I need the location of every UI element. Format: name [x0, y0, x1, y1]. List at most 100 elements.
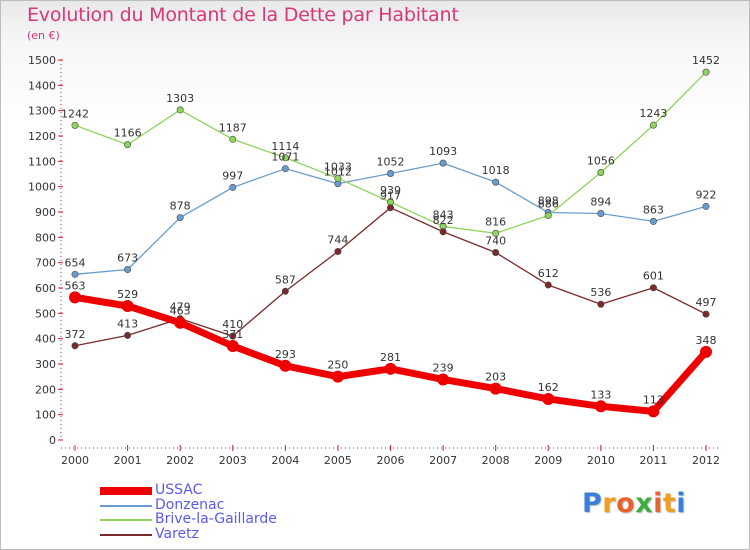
data-label: 293 — [275, 348, 296, 361]
data-label: 863 — [643, 203, 664, 216]
data-point — [702, 310, 710, 318]
data-point — [702, 202, 710, 210]
data-point — [384, 362, 397, 375]
data-point — [647, 405, 660, 418]
data-label: 281 — [380, 351, 401, 364]
data-label: 822 — [433, 214, 454, 227]
data-label: 536 — [590, 286, 611, 299]
y-tick-label: 1400 — [28, 79, 56, 92]
logo-letter: t — [662, 488, 677, 519]
data-point — [281, 287, 289, 295]
data-point — [281, 165, 289, 173]
data-point — [331, 370, 344, 383]
data-point — [597, 300, 605, 308]
data-label: 1187 — [219, 121, 247, 134]
data-point — [386, 204, 394, 212]
data-point — [69, 291, 81, 304]
legend-swatch — [100, 519, 152, 521]
data-label: 1303 — [166, 92, 194, 105]
data-point — [702, 68, 710, 76]
data-label: 1242 — [61, 107, 89, 120]
data-label: 1071 — [271, 151, 299, 164]
legend-label: Brive-la-Gaillarde — [155, 511, 277, 527]
x-tick-label: 2005 — [324, 454, 352, 467]
data-point — [594, 400, 607, 413]
x-tick-label: 2001 — [114, 454, 142, 467]
data-point — [597, 168, 605, 176]
data-point — [334, 248, 342, 256]
data-label: 843 — [433, 208, 454, 221]
data-point — [281, 154, 289, 162]
data-label: 348 — [696, 334, 717, 347]
x-tick-label: 2012 — [692, 454, 720, 467]
data-label: 612 — [538, 267, 559, 280]
x-tick-label: 2002 — [166, 454, 194, 467]
y-tick-label: 100 — [35, 409, 56, 422]
data-label: 1166 — [114, 127, 142, 140]
data-label: 372 — [65, 328, 86, 341]
data-point — [439, 228, 447, 236]
data-label: 162 — [538, 381, 559, 394]
data-point — [700, 345, 712, 358]
data-label: 563 — [65, 279, 86, 292]
legend-swatch — [100, 504, 152, 507]
data-label: 1033 — [324, 160, 352, 173]
y-tick-label: 200 — [35, 383, 56, 396]
data-point — [279, 359, 292, 372]
y-tick-label: 1500 — [28, 54, 56, 67]
data-label: 1056 — [587, 154, 615, 167]
chart-title: Evolution du Montant de la Dette par Hab… — [27, 4, 459, 26]
data-label: 463 — [170, 305, 191, 318]
y-tick-label: 1000 — [28, 181, 56, 194]
logo-letter: P — [582, 488, 603, 519]
data-label: 529 — [117, 288, 138, 301]
data-point — [226, 340, 239, 353]
data-label: 654 — [65, 256, 86, 269]
data-point — [229, 135, 237, 143]
x-tick-label: 2006 — [377, 454, 405, 467]
data-label: 1114 — [271, 140, 299, 153]
x-tick-label: 2009 — [534, 454, 562, 467]
y-tick-label: 0 — [49, 434, 56, 447]
data-point — [124, 266, 132, 274]
legend-swatch — [100, 533, 152, 536]
data-label: 1093 — [429, 145, 457, 158]
data-label: 601 — [643, 270, 664, 283]
data-label: 1012 — [324, 166, 352, 179]
legend-label: Varetz — [155, 525, 199, 542]
data-point — [542, 392, 555, 405]
x-tick-label: 2011 — [639, 454, 667, 467]
y-tick-label: 800 — [35, 231, 56, 244]
data-point — [544, 281, 552, 289]
data-point — [649, 217, 657, 225]
data-point — [437, 373, 450, 386]
data-label: 479 — [170, 301, 191, 314]
y-tick-label: 500 — [35, 307, 56, 320]
data-label: 497 — [696, 296, 717, 309]
legend-label: USSAC — [155, 482, 203, 498]
data-label: 1018 — [482, 164, 510, 177]
data-point — [124, 331, 132, 339]
y-tick-label: 900 — [35, 206, 56, 219]
proxiti-logo: Proxiti — [582, 488, 686, 519]
data-label: 997 — [222, 169, 243, 182]
x-tick-label: 2008 — [482, 454, 510, 467]
y-tick-label: 1300 — [28, 105, 56, 118]
data-label: 878 — [170, 200, 191, 213]
data-label: 922 — [696, 188, 717, 201]
data-label: 744 — [327, 234, 348, 247]
legend-label: Donzenac — [155, 496, 225, 513]
data-point — [229, 332, 237, 340]
data-point — [121, 299, 134, 312]
logo-letter: o — [616, 488, 636, 519]
data-label: 410 — [222, 318, 243, 331]
data-label: 939 — [380, 184, 401, 197]
logo-letter: x — [635, 488, 654, 519]
data-point — [492, 178, 500, 186]
logo-letter: r — [602, 488, 617, 519]
data-label: 1052 — [377, 155, 405, 168]
data-point — [597, 210, 605, 218]
data-point — [492, 229, 500, 237]
